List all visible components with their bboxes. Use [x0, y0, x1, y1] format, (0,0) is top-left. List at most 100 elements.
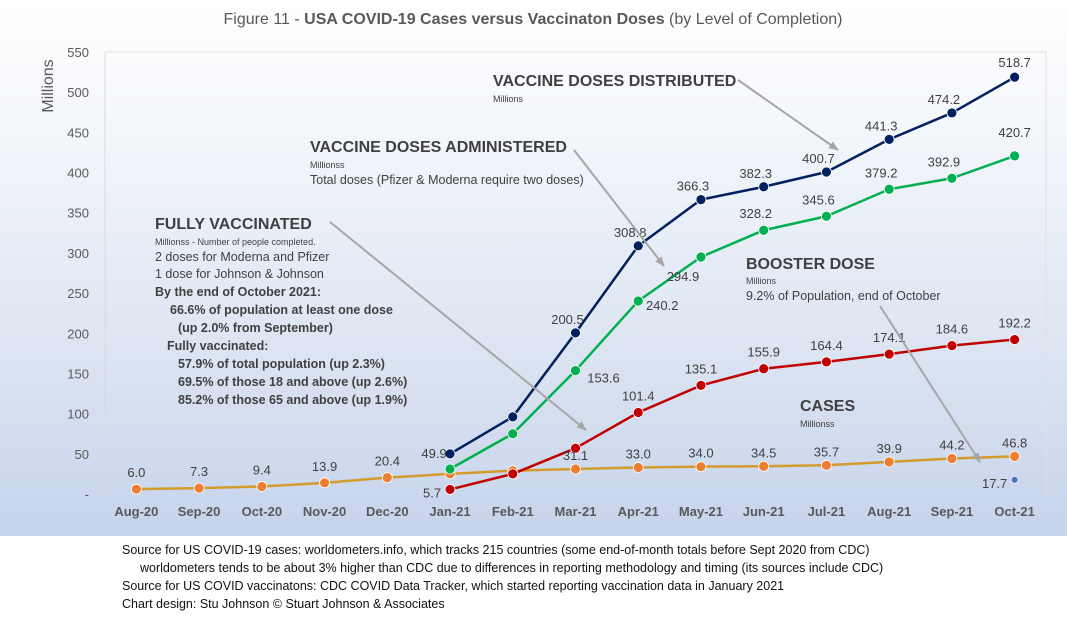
y-tick-label: 50 — [75, 447, 89, 462]
data-label-doses-distributed: 308.8 — [614, 225, 647, 240]
data-label-cases: 7.3 — [190, 464, 208, 479]
annotation-administered-title: VACCINE DOSES ADMINISTERED — [310, 139, 567, 156]
data-point-cases — [381, 472, 393, 484]
data-label-doses-administered: 240.2 — [646, 298, 679, 313]
data-point-doses-administered — [883, 183, 895, 195]
chart-title-prefix: Figure 11 - — [224, 11, 305, 28]
x-tick-label: May-21 — [679, 504, 723, 519]
series-line-doses-distributed — [449, 76, 1016, 455]
data-label-doses-administered: 392.9 — [928, 154, 961, 169]
data-label-doses-administered: 153.6 — [587, 371, 620, 386]
data-point-doses-distributed — [444, 448, 456, 460]
x-tick-label: Sep-20 — [178, 504, 221, 519]
series-line-doses-administered — [449, 154, 1016, 471]
annotation-booster-note: 9.2% of Population, end of October — [746, 289, 941, 303]
annotation-booster-title: BOOSTER DOSE — [746, 256, 875, 273]
data-label-fully-vaccinated: 184.6 — [936, 322, 969, 337]
chart-panel: Figure 11 - USA COVID-19 Cases versus Va… — [0, 0, 1067, 536]
x-tick-label: Apr-21 — [618, 504, 659, 519]
data-label-cases: 34.0 — [688, 446, 713, 461]
data-point-doses-distributed — [695, 194, 707, 206]
y-tick-label: 400 — [67, 166, 89, 181]
data-point-doses-distributed — [758, 181, 770, 193]
data-label-cases: 13.9 — [312, 459, 337, 474]
data-point-doses-distributed — [821, 166, 832, 178]
data-point-cases — [319, 477, 330, 489]
data-label-doses-distributed: 200.5 — [551, 312, 584, 327]
x-tick-label: Aug-21 — [867, 504, 911, 519]
data-point-cases — [821, 459, 832, 471]
data-point-doses-administered — [570, 365, 581, 376]
y-tick-label: 150 — [67, 366, 89, 381]
y-tick-label: 450 — [67, 125, 89, 140]
x-tick-label: Jan-21 — [429, 504, 470, 519]
data-label-cases: 31.1 — [563, 448, 588, 463]
annotation-fully-65-plus: 85.2% of those 65 and above (up 1.9%) — [178, 393, 407, 407]
data-point-fully-vaccinated — [883, 348, 895, 360]
annotation-distributed-unit: Millions — [493, 94, 524, 104]
data-label-doses-distributed: 518.7 — [998, 55, 1031, 70]
source-note-cases: Source for US COVID-19 cases: worldomete… — [122, 543, 870, 557]
data-label-fully-vaccinated: 5.7 — [423, 485, 441, 500]
data-point-cases — [695, 461, 707, 473]
chart-title-main: USA COVID-19 Cases versus Vaccinaton Dos… — [304, 11, 665, 28]
arrow-booster — [879, 305, 981, 463]
annotation-administered-note: Total doses (Pfizer & Moderna require tw… — [310, 173, 584, 187]
data-point-fully-vaccinated — [695, 380, 707, 391]
chart-title-suffix: (by Level of Completion) — [665, 11, 843, 28]
data-point-fully-vaccinated — [946, 340, 958, 352]
series-line-fully-vaccinated — [449, 338, 1015, 491]
annotation-fully-18-plus: 69.5% of those 18 and above (up 2.6%) — [178, 375, 407, 389]
data-point-cases — [632, 462, 644, 473]
data-label-cases: 39.9 — [877, 441, 902, 456]
data-point-cases — [758, 460, 770, 472]
data-label-fully-vaccinated: 101.4 — [622, 389, 655, 404]
y-tick-label: 500 — [67, 85, 89, 100]
data-point-fully-vaccinated — [507, 468, 519, 480]
annotation-fully-summary: By the end of October 2021: — [155, 285, 321, 299]
x-tick-label: Jul-21 — [808, 504, 846, 519]
annotation-distributed-title: VACCINE DOSES DISTRIBUTED — [493, 73, 736, 90]
data-label-cases: 34.5 — [751, 445, 776, 460]
x-tick-label: Jun-21 — [743, 504, 785, 519]
data-label-cases: 6.0 — [127, 465, 145, 480]
data-point-cases — [193, 482, 205, 494]
data-label-doses-administered: 345.6 — [802, 192, 835, 207]
data-point-doses-administered — [444, 463, 456, 475]
x-tick-label: Aug-20 — [114, 504, 158, 519]
data-point-fully-vaccinated — [632, 407, 644, 418]
data-point-cases — [883, 456, 895, 468]
data-point-cases — [1009, 450, 1021, 462]
data-label-doses-distributed: 366.3 — [677, 179, 710, 194]
data-point-doses-administered — [758, 224, 770, 236]
data-label-fully-vaccinated: 164.4 — [810, 338, 843, 353]
data-label-doses-administered: 294.9 — [667, 269, 700, 284]
data-point-doses-distributed — [570, 327, 581, 339]
arrow-distributed — [737, 79, 839, 151]
annotation-fully-title: FULLY VACCINATED — [155, 216, 312, 233]
y-tick-label: 300 — [67, 246, 89, 261]
data-label-fully-vaccinated: 192.2 — [998, 316, 1031, 331]
data-point-fully-vaccinated — [821, 356, 832, 368]
data-point-doses-administered — [821, 210, 832, 222]
data-point-fully-vaccinated — [570, 442, 581, 454]
data-point-doses-administered — [632, 295, 644, 307]
data-label-cases: 33.0 — [626, 446, 651, 461]
annotation-fully-one-dose-change: (up 2.0% from September) — [178, 321, 333, 335]
annotation-fully-line1: 2 doses for Moderna and Pfizer — [155, 250, 329, 264]
x-tick-label: Dec-20 — [366, 504, 409, 519]
data-point-doses-distributed — [632, 240, 644, 252]
annotation-cases-title: CASES — [800, 398, 855, 415]
data-label-fully-vaccinated: 155.9 — [747, 345, 780, 360]
data-point-doses-distributed — [1009, 71, 1021, 83]
x-tick-label: Nov-20 — [303, 504, 346, 519]
annotation-fully-one-dose: 66.6% of population at least one dose — [170, 303, 393, 317]
data-label-doses-distributed: 441.3 — [865, 118, 898, 133]
annotation-fully-total: 57.9% of total population (up 2.3%) — [178, 357, 385, 371]
annotation-cases-unit: Millionss — [800, 419, 835, 429]
data-label-doses-administered: 328.2 — [739, 206, 772, 221]
source-note-vaccinations: Source for US COVID vaccinatons: CDC COV… — [122, 579, 785, 593]
data-point-doses-distributed — [946, 107, 958, 119]
data-point-cases — [256, 481, 268, 492]
y-tick-label: - — [85, 487, 89, 502]
